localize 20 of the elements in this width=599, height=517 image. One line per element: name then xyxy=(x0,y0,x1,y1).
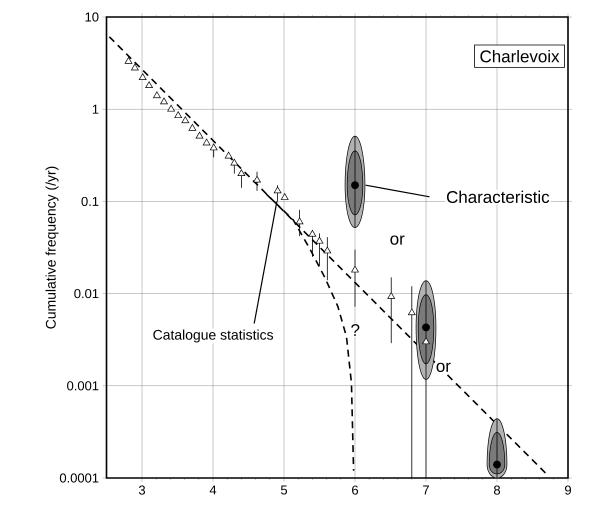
x-tick-label: 8 xyxy=(494,486,500,495)
y-tick-label: 0.0001 xyxy=(60,473,98,483)
annotation: Catalogue statistics xyxy=(153,330,274,343)
annotation: or xyxy=(436,362,451,372)
annotation: or xyxy=(390,235,404,245)
y-tick-label: 0.01 xyxy=(74,289,98,298)
y-tick-label: 10 xyxy=(86,12,98,22)
y-tick-label: 1 xyxy=(92,104,98,114)
annotation: Characteristic xyxy=(446,190,550,204)
y-tick-label: 0.001 xyxy=(67,381,98,390)
annotation: Charlevoix xyxy=(480,50,560,62)
x-tick-label: 5 xyxy=(280,486,288,495)
annotation: ? xyxy=(351,324,360,336)
x-tick-label: 3 xyxy=(138,486,146,495)
y-tick-label: 0.1 xyxy=(81,196,98,206)
x-tick-label: 7 xyxy=(423,486,429,494)
x-tick-label: 9 xyxy=(565,486,571,495)
x-tick-label: 6 xyxy=(352,486,358,495)
y-axis-title: Cumulative frequency (/yr) xyxy=(46,166,59,329)
x-tick-label: 4 xyxy=(210,486,216,494)
